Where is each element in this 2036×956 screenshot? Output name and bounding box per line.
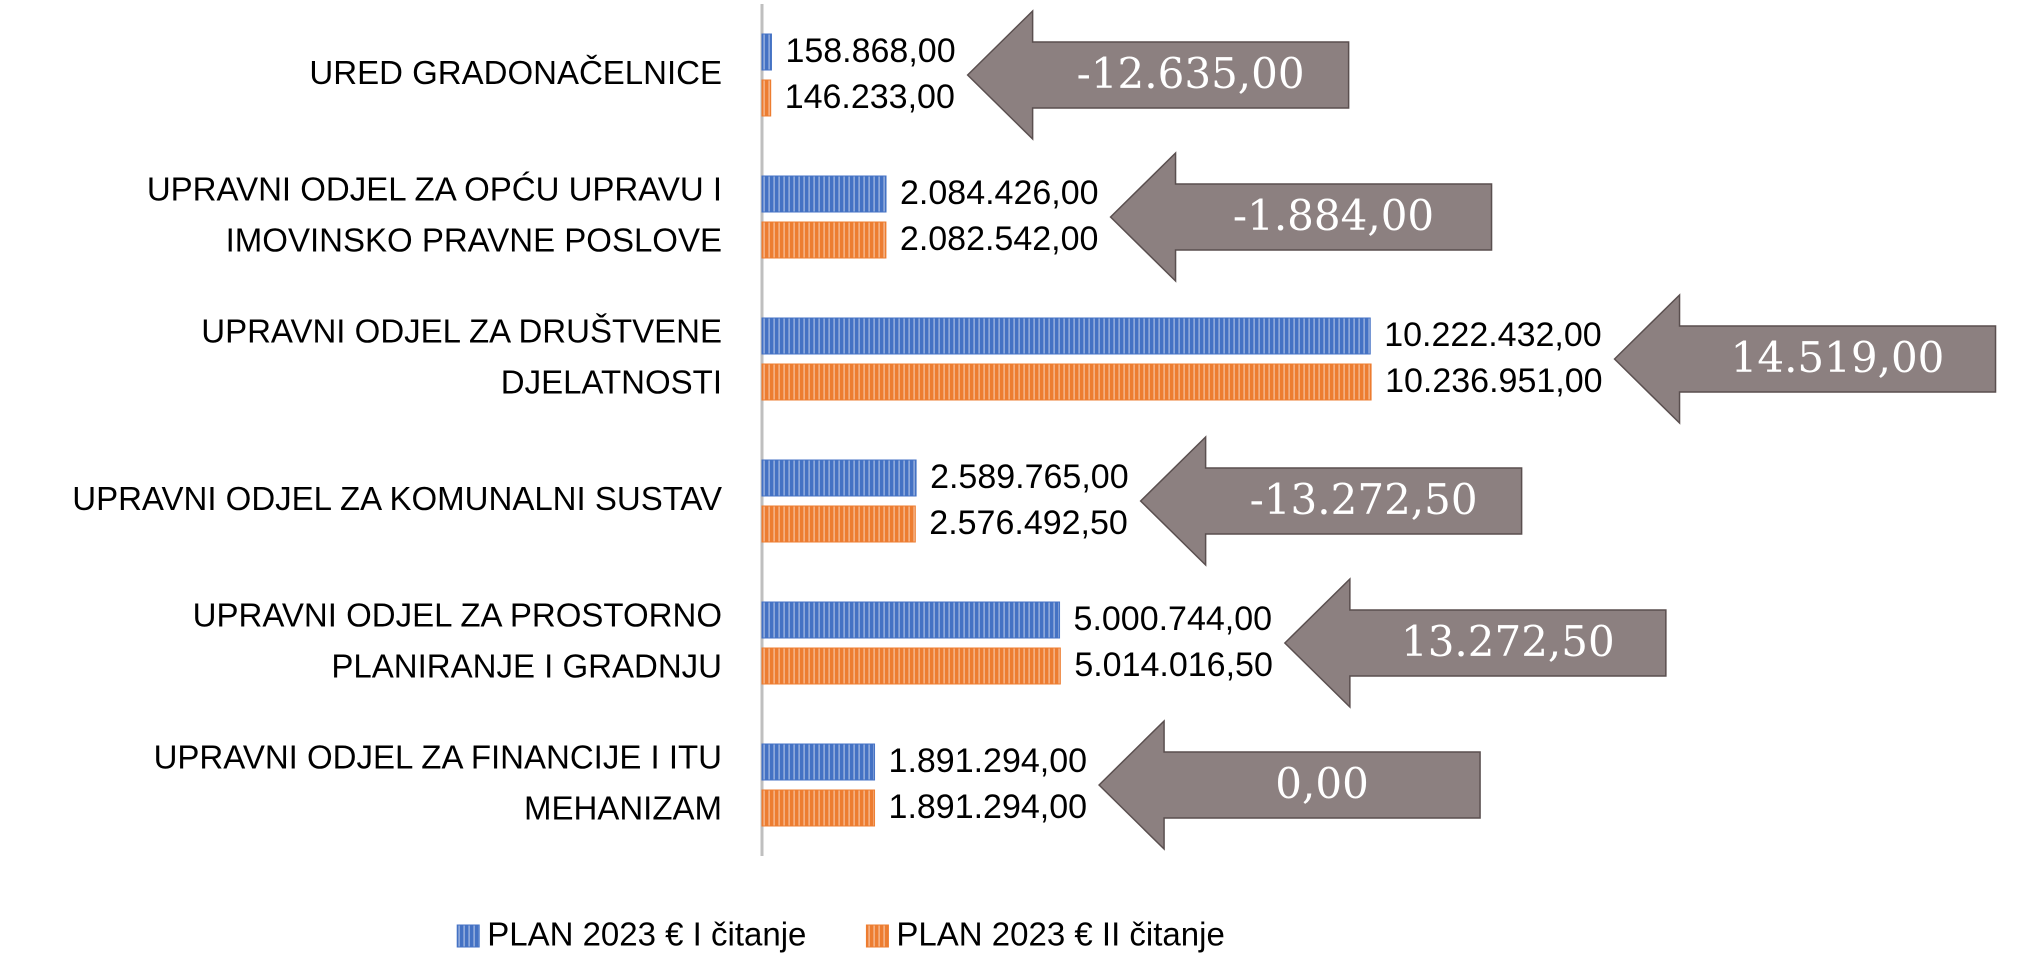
category-label: UPRAVNI ODJEL ZA OPĆU UPRAVU I IMOVINSKO … (147, 170, 722, 258)
data-label: 2.576.492,50 (929, 504, 1128, 542)
bar (761, 459, 917, 497)
difference-arrow (1613, 293, 1997, 425)
bar (761, 601, 1061, 639)
data-label: 10.236.951,00 (1385, 362, 1602, 400)
data-label: 10.222.432,00 (1384, 316, 1601, 354)
bar (761, 789, 876, 827)
data-label: 1.891.294,00 (889, 788, 1088, 826)
category-label: UPRAVNI ODJEL ZA FINANCIJE I ITU MEHANIZA… (154, 738, 722, 826)
difference-label: 13.272,50 (1401, 617, 1615, 666)
data-label: 2.084.426,00 (900, 174, 1099, 212)
difference-arrow (1097, 719, 1481, 851)
bar (761, 647, 1061, 685)
category-label: UPRAVNI ODJEL ZA DRUŠTVENE DJELATNOSTI (201, 312, 722, 400)
difference-arrow (966, 9, 1350, 141)
category-label: URED GRADONAČELNICE (309, 54, 722, 91)
bar (761, 221, 887, 259)
legend-label: PLAN 2023 € I čitanje (487, 916, 806, 953)
legend-swatch (456, 924, 480, 948)
data-label: 2.589.765,00 (930, 458, 1129, 496)
difference-arrow (1109, 151, 1493, 283)
data-label: 5.000.744,00 (1074, 600, 1273, 638)
bar (761, 317, 1371, 355)
difference-label: 14.519,00 (1731, 333, 1945, 382)
data-label: 158.868,00 (785, 32, 955, 70)
bar (761, 363, 1372, 401)
difference-arrow (1283, 577, 1667, 709)
legend-swatch (865, 924, 889, 948)
difference-label: -13.272,50 (1250, 475, 1478, 524)
bar (761, 505, 916, 543)
data-label: 5.014.016,50 (1074, 646, 1273, 684)
legend-item: PLAN 2023 € II čitanje (865, 916, 1225, 953)
difference-label: 0,00 (1275, 759, 1369, 808)
difference-arrow (1139, 435, 1523, 567)
category-label: UPRAVNI ODJEL ZA KOMUNALNI SUSTAV (72, 480, 722, 517)
bar (761, 33, 772, 71)
legend-label: PLAN 2023 € II čitanje (896, 916, 1224, 953)
data-label: 2.082.542,00 (900, 220, 1099, 258)
bar (761, 175, 887, 213)
bar (761, 743, 876, 781)
data-label: 146.233,00 (785, 78, 955, 116)
category-label: UPRAVNI ODJEL ZA PROSTORNO PLANIRANJE I G… (193, 596, 722, 684)
data-label: 1.891.294,00 (889, 742, 1088, 780)
difference-label: -1.884,00 (1233, 191, 1434, 240)
legend-item: PLAN 2023 € I čitanje (456, 916, 806, 953)
bar (761, 79, 772, 117)
difference-label: -12.635,00 (1077, 49, 1305, 98)
